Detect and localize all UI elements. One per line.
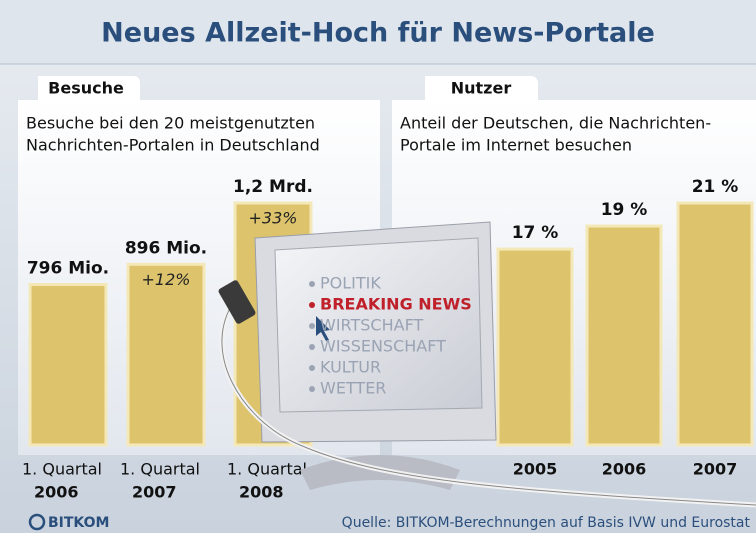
category-label: 2005 (513, 460, 558, 479)
tab-label: Besuche (48, 79, 124, 98)
bar (128, 264, 204, 445)
menu-item: BREAKING NEWS (320, 295, 472, 314)
menu-bullet (309, 323, 315, 329)
subtitle: Besuche bei den 20 meistgenutzten (26, 114, 315, 133)
category-label: 2007 (132, 483, 177, 502)
bar (587, 226, 661, 445)
category-label: 2006 (602, 460, 647, 479)
category-label: 2008 (239, 483, 284, 502)
value-label: 796 Mio. (27, 258, 109, 278)
title: Neues Allzeit-Hoch für News-Portale (101, 18, 655, 49)
menu-bullet (309, 365, 315, 371)
value-label: 21 % (692, 177, 739, 197)
menu-bullet (309, 344, 315, 350)
bar (678, 203, 752, 445)
bar (498, 249, 572, 445)
subtitle: Portale im Internet besuchen (400, 136, 632, 155)
value-label: 896 Mio. (125, 238, 207, 258)
menu-item: POLITIK (320, 274, 381, 293)
subtitle: Nachrichten-Portalen in Deutschland (26, 136, 320, 155)
value-label: 17 % (512, 223, 559, 243)
category-label: 2007 (693, 460, 738, 479)
menu-bullet (309, 386, 315, 392)
category-label: 1. Quartal (22, 460, 102, 479)
value-label: 1,2 Mrd. (233, 177, 313, 197)
source: Quelle: BITKOM-Berechnungen auf Basis IV… (342, 515, 751, 531)
menu-item: WIRTSCHAFT (320, 316, 423, 335)
tab-label: Nutzer (451, 79, 512, 98)
category-label: 1. Quartal (120, 460, 200, 479)
growth-label: +12% (142, 270, 191, 289)
menu-item: WISSENSCHAFT (320, 337, 446, 356)
bar (30, 284, 106, 445)
category-label: 2006 (34, 483, 79, 502)
menu-bullet (309, 302, 315, 308)
menu-item: KULTUR (320, 358, 381, 377)
logo: BITKOM (48, 515, 109, 531)
growth-label: +33% (249, 209, 298, 228)
value-label: 19 % (601, 200, 648, 220)
subtitle: Anteil der Deutschen, die Nachrichten- (400, 114, 711, 133)
infographic: Neues Allzeit-Hoch für News-Portale Besu… (0, 0, 756, 533)
menu-item: WETTER (320, 379, 386, 398)
category-label: 1. Quartal (227, 460, 307, 479)
menu-bullet (309, 281, 315, 287)
